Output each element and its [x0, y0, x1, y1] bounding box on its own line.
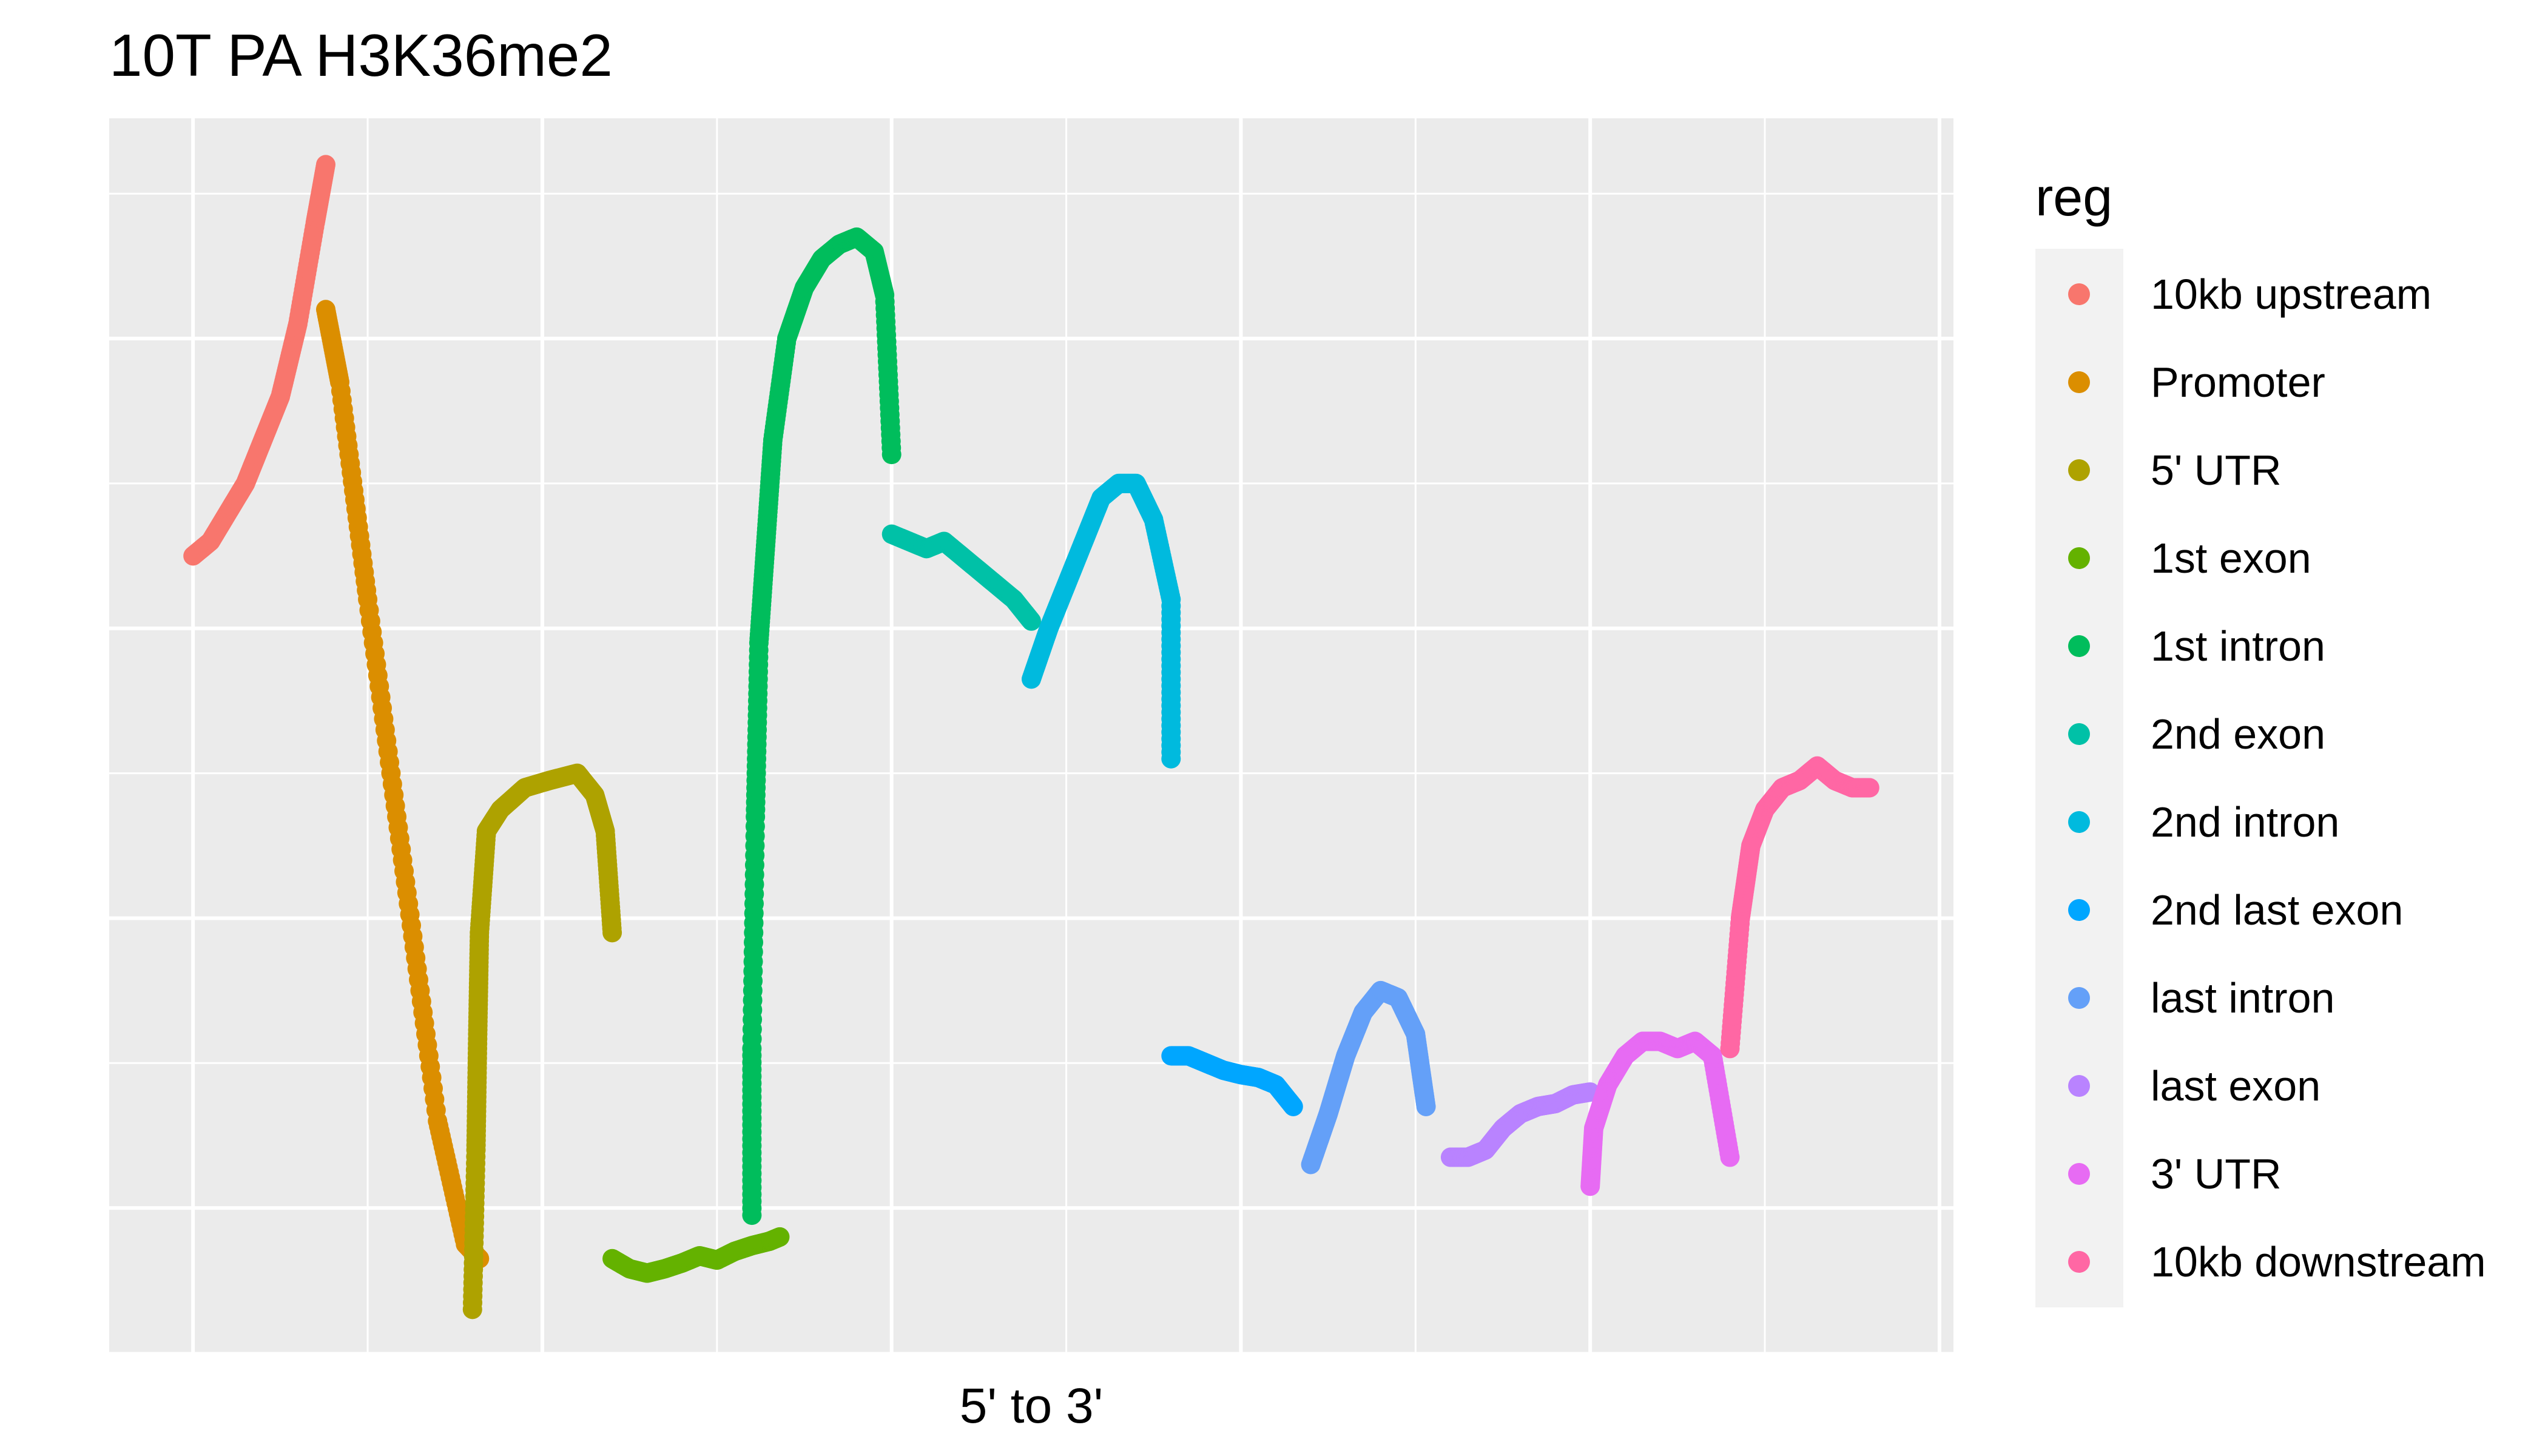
series-5-utr — [462, 763, 622, 1320]
legend-key — [2068, 283, 2090, 305]
legend-label: 2nd intron — [2151, 798, 2339, 846]
chart-title: 10T PA H3K36me2 — [109, 22, 613, 89]
legend-label: Promoter — [2151, 359, 2325, 406]
series-2nd-exon — [881, 524, 1041, 631]
legend-key — [2068, 1163, 2090, 1185]
legend-label: 1st exon — [2151, 534, 2311, 582]
legend-key — [2068, 723, 2090, 745]
legend: reg 10kb upstream Promoter 5' UTR 1st exon 1… — [2035, 167, 2486, 1307]
legend-label: last exon — [2151, 1062, 2320, 1110]
legend-key — [2068, 371, 2090, 393]
series-1st-exon — [602, 1227, 790, 1283]
legend-key — [2068, 1251, 2090, 1273]
legend-label: 10kb upstream — [2151, 271, 2432, 318]
data-points — [183, 155, 1879, 1320]
series-10kb-downstream — [1720, 756, 1879, 1059]
data-point — [1022, 611, 1041, 631]
legend-key — [2068, 547, 2090, 569]
legend-label: 3' UTR — [2151, 1150, 2282, 1198]
data-point — [770, 1227, 790, 1247]
series-2nd-last-exon — [1161, 1046, 1303, 1116]
legend-title: reg — [2035, 167, 2112, 227]
legend-key — [2068, 987, 2090, 1009]
legend-key — [2068, 459, 2090, 481]
legend-key — [2068, 635, 2090, 657]
legend-key — [2068, 1075, 2090, 1097]
legend-key-background — [2035, 249, 2123, 1307]
plot-panel — [109, 118, 1953, 1353]
legend-label: last intron — [2151, 974, 2334, 1022]
series-last-intron — [1301, 980, 1436, 1175]
series-1st-intron — [742, 227, 902, 1225]
legend-label: 2nd exon — [2151, 710, 2325, 758]
series-last-exon — [1440, 1082, 1600, 1167]
legend-label: 5' UTR — [2151, 447, 2282, 494]
legend-label: 1st intron — [2151, 622, 2325, 670]
data-point — [881, 445, 902, 465]
legend-label: 2nd last exon — [2151, 886, 2403, 934]
data-point — [602, 923, 622, 943]
data-point — [1161, 749, 1181, 769]
data-point — [1416, 1096, 1436, 1116]
series-3-utr — [1580, 1031, 1740, 1196]
data-point — [1859, 778, 1879, 798]
series-10kb-upstream — [183, 155, 335, 566]
legend-key — [2068, 811, 2090, 833]
data-point — [1283, 1096, 1303, 1116]
data-point — [315, 155, 335, 175]
legend-label: 10kb downstream — [2151, 1238, 2486, 1286]
grid-lines — [109, 118, 1953, 1354]
legend-key — [2068, 899, 2090, 921]
series-2nd-intron — [1022, 473, 1181, 769]
x-axis-label: 5' to 3' — [960, 1378, 1103, 1434]
data-point — [1720, 1147, 1740, 1167]
